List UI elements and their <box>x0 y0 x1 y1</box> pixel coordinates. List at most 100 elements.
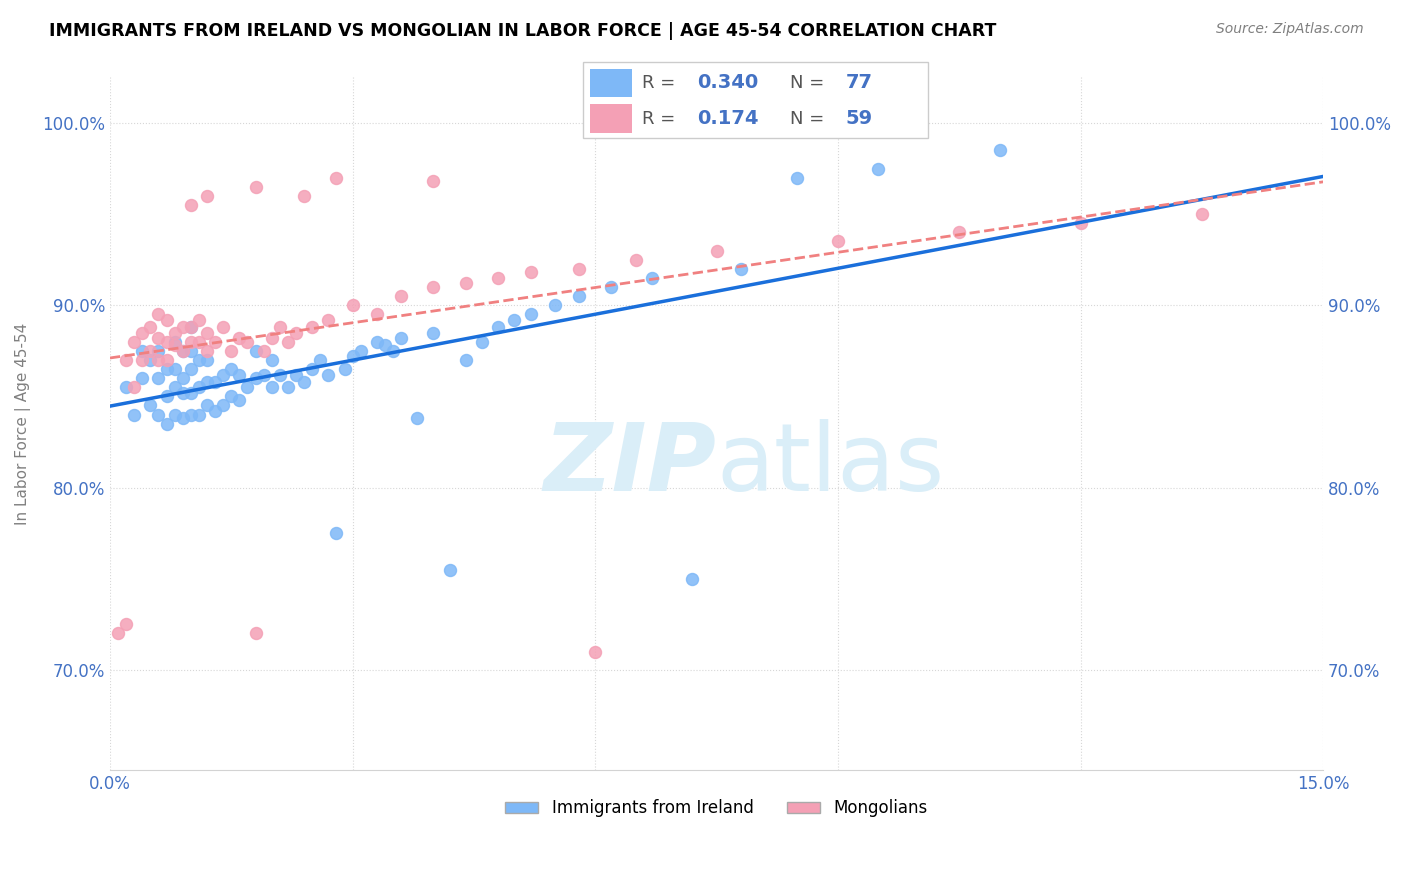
Point <box>195 343 218 358</box>
Point <box>583 644 606 658</box>
Point <box>221 362 243 376</box>
Point <box>706 244 728 258</box>
Point <box>115 617 138 632</box>
Point <box>350 343 373 358</box>
Point <box>155 353 177 368</box>
Point <box>236 380 259 394</box>
Point <box>681 572 703 586</box>
Point <box>131 326 153 340</box>
Point <box>180 334 202 349</box>
Point <box>180 408 202 422</box>
Point <box>155 389 177 403</box>
Point <box>204 375 226 389</box>
Point <box>195 399 218 413</box>
Point <box>212 399 235 413</box>
Point <box>155 313 177 327</box>
Point <box>187 353 209 368</box>
Point <box>519 265 541 279</box>
Point <box>155 362 177 376</box>
Point <box>131 343 153 358</box>
Point <box>245 626 267 640</box>
Y-axis label: In Labor Force | Age 45-54: In Labor Force | Age 45-54 <box>15 323 31 524</box>
Point <box>172 385 194 400</box>
Point <box>827 235 849 249</box>
Point <box>471 334 494 349</box>
Text: 77: 77 <box>845 73 872 93</box>
Point <box>148 371 170 385</box>
Point <box>139 353 162 368</box>
Point <box>253 368 276 382</box>
Point <box>422 280 444 294</box>
Point <box>406 411 429 425</box>
Text: 0.340: 0.340 <box>697 73 758 93</box>
Point <box>148 353 170 368</box>
Point <box>180 385 202 400</box>
Point <box>1191 207 1213 221</box>
Point <box>285 326 308 340</box>
Point <box>454 277 477 291</box>
Point <box>245 371 267 385</box>
Point <box>228 368 250 382</box>
Point <box>260 331 283 345</box>
Point <box>172 343 194 358</box>
Point <box>195 353 218 368</box>
Point <box>269 368 291 382</box>
Point <box>131 371 153 385</box>
Point <box>389 331 412 345</box>
Point <box>180 362 202 376</box>
Point <box>988 144 1011 158</box>
Point <box>195 189 218 203</box>
Point <box>600 280 623 294</box>
Point <box>253 343 276 358</box>
Point <box>422 326 444 340</box>
Point <box>342 298 364 312</box>
Point <box>187 380 209 394</box>
Point <box>180 320 202 334</box>
Text: 0.174: 0.174 <box>697 109 759 128</box>
Point <box>568 261 591 276</box>
Point <box>172 320 194 334</box>
Point <box>503 313 526 327</box>
FancyBboxPatch shape <box>591 69 631 97</box>
Point <box>260 353 283 368</box>
Point <box>180 343 202 358</box>
Point <box>301 320 323 334</box>
Text: ZIP: ZIP <box>544 419 717 511</box>
Point <box>374 338 396 352</box>
Point <box>228 331 250 345</box>
Point <box>148 408 170 422</box>
Point <box>139 320 162 334</box>
Point <box>325 170 347 185</box>
Point <box>277 334 299 349</box>
Point <box>309 353 332 368</box>
Text: N =: N = <box>790 74 824 92</box>
Point <box>245 179 267 194</box>
Text: Source: ZipAtlas.com: Source: ZipAtlas.com <box>1216 22 1364 37</box>
Point <box>624 252 647 267</box>
Point <box>366 307 388 321</box>
Point <box>269 320 291 334</box>
Point <box>868 161 890 176</box>
Point <box>544 298 567 312</box>
Point <box>277 380 299 394</box>
Point <box>172 411 194 425</box>
Point <box>187 313 209 327</box>
Point <box>163 338 186 352</box>
FancyBboxPatch shape <box>591 104 631 133</box>
Point <box>221 389 243 403</box>
Point <box>439 562 461 576</box>
Legend: Immigrants from Ireland, Mongolians: Immigrants from Ireland, Mongolians <box>499 793 935 824</box>
Text: 59: 59 <box>845 109 872 128</box>
Text: N =: N = <box>790 110 824 128</box>
Point <box>342 349 364 363</box>
Point <box>236 334 259 349</box>
Point <box>107 626 129 640</box>
Point <box>163 362 186 376</box>
Point <box>325 526 347 541</box>
Point <box>212 368 235 382</box>
Point <box>212 320 235 334</box>
Point <box>382 343 405 358</box>
Point <box>155 334 177 349</box>
Point <box>568 289 591 303</box>
Point <box>122 380 145 394</box>
